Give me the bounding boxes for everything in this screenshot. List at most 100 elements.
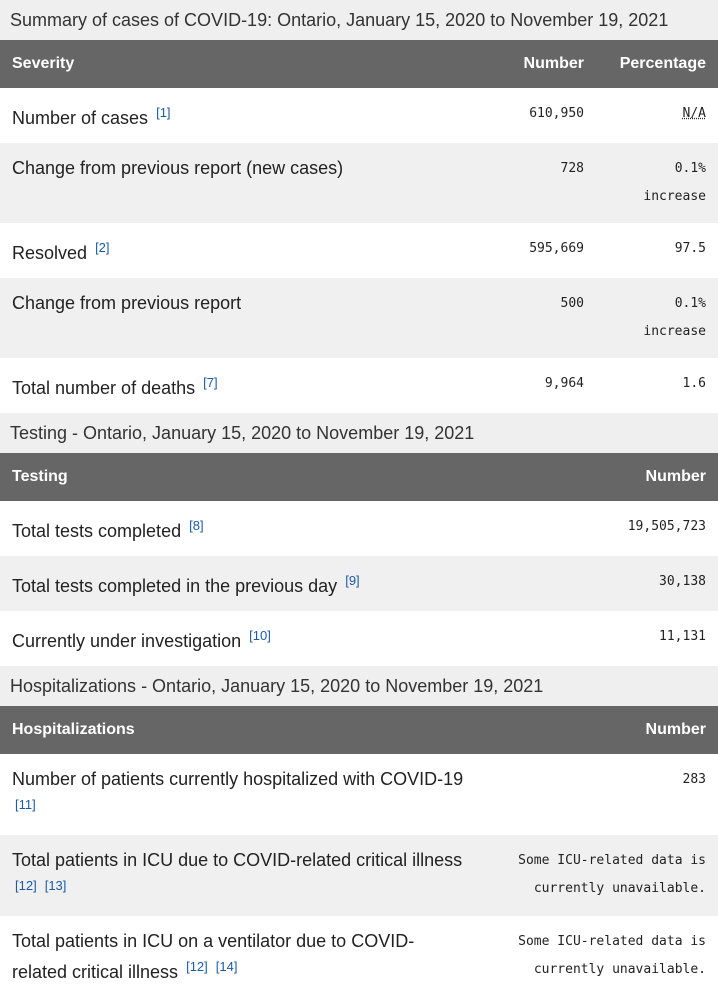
column-header: Number — [480, 706, 718, 754]
number-cell: 595,669 — [480, 223, 596, 278]
footnote-link[interactable]: [14] — [215, 959, 238, 974]
row-label: Number of cases — [12, 108, 149, 128]
column-header: Testing — [0, 453, 480, 501]
row-label-cell: Currently under investigation [10] — [0, 611, 480, 666]
number-cell: 11,131 — [480, 611, 718, 666]
table-row: Number of patients currently hospitalize… — [0, 754, 718, 835]
row-label: Change from previous report (new cases) — [12, 158, 344, 178]
header-row: Testing Number — [0, 453, 718, 501]
percentage-cell: 97.5 — [596, 223, 718, 278]
table-row: Total patients in ICU due to COVID-relat… — [0, 835, 718, 916]
footnote: [7] — [200, 374, 217, 391]
footnote: [10] — [246, 627, 271, 644]
footnote-link[interactable]: [12] — [15, 878, 37, 893]
row-label-cell: Total tests completed [8] — [0, 501, 480, 556]
row-label: Total tests completed — [12, 521, 182, 541]
footnote: [2] — [92, 239, 109, 256]
percentage-cell: 0.1% increase — [596, 143, 718, 223]
number-value: 30,138 — [659, 574, 706, 589]
row-label: Change from previous report — [12, 293, 242, 313]
number-value: 595,669 — [529, 241, 584, 256]
number-value: 500 — [560, 296, 584, 311]
number-value: 9,964 — [544, 376, 584, 391]
number-cell: 728 — [480, 143, 596, 223]
percentage-value: 0.1% increase — [643, 296, 706, 339]
footnote: [8] — [186, 517, 203, 534]
number-cell: 500 — [480, 278, 596, 358]
footnote-link[interactable]: [8] — [189, 518, 204, 533]
header-row: Hospitalizations Number — [0, 706, 718, 754]
number-value: Some ICU-related data is currently unava… — [518, 934, 706, 977]
table-row: Total tests completed in the previous da… — [0, 556, 718, 611]
row-label-cell: Total patients in ICU on a ventilator du… — [0, 916, 480, 997]
table-caption: Testing - Ontario, January 15, 2020 to N… — [0, 413, 718, 453]
table-row: Total number of deaths [7] 9,964 1.6 — [0, 358, 718, 413]
percentage-value: N/A — [682, 106, 706, 121]
percentage-value: 97.5 — [674, 241, 706, 256]
percentage-value: 1.6 — [682, 376, 706, 391]
table-body: Number of cases [1] 610,950 N/A Change from… — [0, 88, 718, 413]
table-head: Testing Number — [0, 453, 718, 501]
data-table: Testing - Ontario, January 15, 2020 to N… — [0, 413, 718, 666]
number-cell: Some ICU-related data is currently unava… — [480, 835, 718, 916]
row-label-cell: Resolved [2] — [0, 223, 480, 278]
table-row: Total tests completed [8] 19,505,723 — [0, 501, 718, 556]
row-label: Currently under investigation — [12, 631, 242, 651]
percentage-cell: N/A — [596, 88, 718, 143]
footnote: [12] — [183, 958, 208, 975]
column-header: Severity — [0, 40, 480, 88]
table-head: Severity Number Percentage — [0, 40, 718, 88]
column-header: Hospitalizations — [0, 706, 480, 754]
row-label: Number of patients currently hospitalize… — [12, 769, 464, 789]
table-caption: Hospitalizations - Ontario, January 15, … — [0, 666, 718, 706]
footnote-link[interactable]: [7] — [203, 375, 218, 390]
row-label: Total number of deaths — [12, 378, 196, 398]
table-body: Total tests completed [8] 19,505,723 Total… — [0, 501, 718, 666]
row-label-cell: Total patients in ICU due to COVID-relat… — [0, 835, 480, 916]
footnote: [1] — [153, 104, 170, 121]
table-row: Number of cases [1] 610,950 N/A — [0, 88, 718, 143]
footnote-link[interactable]: [12] — [186, 959, 208, 974]
footnote-link[interactable]: [11] — [15, 797, 36, 812]
percentage-value: 0.1% increase — [643, 161, 706, 204]
table-row: Change from previous report (new cases) 7… — [0, 143, 718, 223]
row-label: Total tests completed in the previous da… — [12, 576, 338, 596]
row-label-cell: Total tests completed in the previous da… — [0, 556, 480, 611]
table-caption: Summary of cases of COVID-19: Ontario, J… — [0, 0, 718, 40]
footnote-link[interactable]: [13] — [44, 878, 67, 893]
number-cell: 30,138 — [480, 556, 718, 611]
column-header: Number — [480, 40, 596, 88]
row-label-cell: Number of cases [1] — [0, 88, 480, 143]
row-label: Resolved — [12, 243, 88, 263]
row-label-cell: Change from previous report (new cases) — [0, 143, 480, 223]
number-value: 11,131 — [659, 629, 706, 644]
table-row: Resolved [2] 595,669 97.5 — [0, 223, 718, 278]
number-cell: 19,505,723 — [480, 501, 718, 556]
percentage-cell: 0.1% increase — [596, 278, 718, 358]
number-cell: 9,964 — [480, 358, 596, 413]
table-row: Total patients in ICU on a ventilator du… — [0, 916, 718, 997]
number-cell: 283 — [480, 754, 718, 835]
footnote-link[interactable]: [10] — [249, 628, 271, 643]
header-row: Severity Number Percentage — [0, 40, 718, 88]
table-body: Number of patients currently hospitalize… — [0, 754, 718, 997]
footnote-link[interactable]: [1] — [156, 105, 171, 120]
footnote: [13] — [42, 877, 67, 894]
number-value: 728 — [560, 161, 584, 176]
number-value: 610,950 — [529, 106, 584, 121]
footnote-link[interactable]: [9] — [345, 573, 360, 588]
number-cell: Some ICU-related data is currently unava… — [480, 916, 718, 997]
data-table: Summary of cases of COVID-19: Ontario, J… — [0, 0, 718, 413]
number-cell: 610,950 — [480, 88, 596, 143]
column-header: Percentage — [596, 40, 718, 88]
number-value: 283 — [682, 772, 706, 787]
row-label: Total patients in ICU due to COVID-relat… — [12, 850, 463, 870]
data-table: Hospitalizations - Ontario, January 15, … — [0, 666, 718, 997]
footnote-link[interactable]: [2] — [95, 240, 110, 255]
footnote: [11] — [12, 796, 36, 813]
table-row: Change from previous report 500 0.1% incre… — [0, 278, 718, 358]
row-label-cell: Total number of deaths [7] — [0, 358, 480, 413]
